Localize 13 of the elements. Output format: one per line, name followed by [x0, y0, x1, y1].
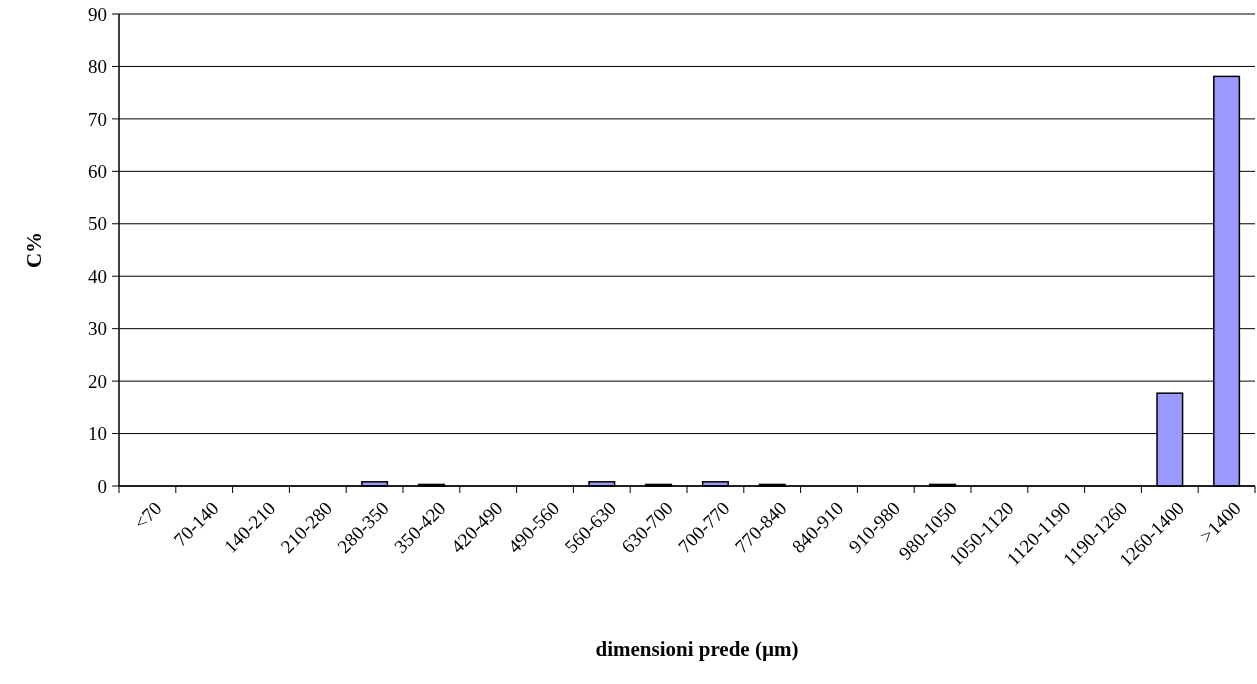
- y-tick-label: 90: [88, 3, 107, 25]
- y-tick-label: 60: [88, 160, 107, 182]
- y-tick-label: 40: [88, 265, 107, 287]
- y-tick-label: 70: [88, 108, 107, 130]
- x-axis-title: dimensioni prede (µm): [595, 637, 799, 661]
- x-tick-label: <70: [129, 497, 166, 534]
- y-tick-label: 0: [97, 475, 107, 497]
- y-tick-label: 10: [88, 423, 107, 445]
- y-tick-label: 30: [88, 318, 107, 340]
- y-tick-label: 50: [88, 213, 107, 235]
- y-tick-label: 80: [88, 56, 107, 78]
- y-axis-title: C%: [22, 231, 46, 269]
- y-tick-label: 20: [88, 370, 107, 392]
